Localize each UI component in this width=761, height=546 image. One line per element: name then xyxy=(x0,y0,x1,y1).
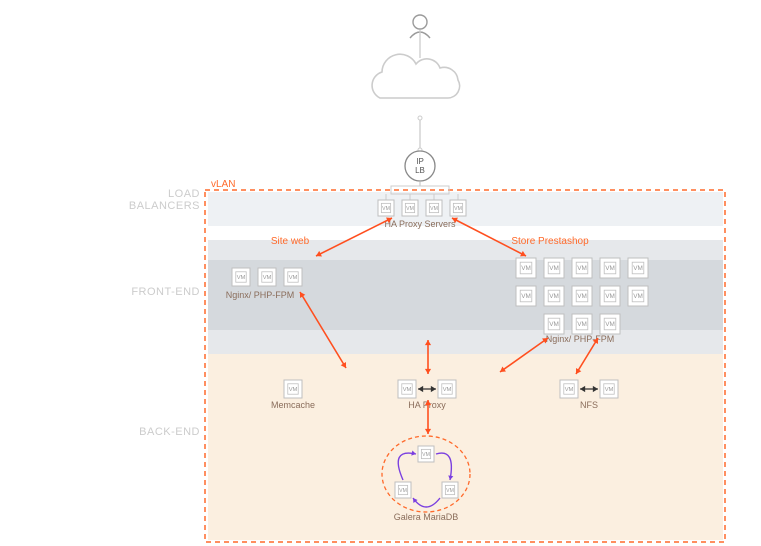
vm-label: VM xyxy=(289,387,298,393)
vm-box: VM xyxy=(544,286,564,306)
vm-label: VM xyxy=(406,206,414,212)
vm-box: VM xyxy=(600,314,620,334)
vm-label: VM xyxy=(454,206,462,212)
vm-box: VM xyxy=(572,258,592,278)
section-label: FRONT-END xyxy=(131,286,200,298)
vm-label: VM xyxy=(443,387,452,393)
vm-box: VM xyxy=(560,380,578,398)
vm-label: VM xyxy=(633,293,643,300)
vm-label: VM xyxy=(263,275,272,281)
vm-box: VM xyxy=(516,286,536,306)
vm-box: VM xyxy=(284,268,302,286)
vm-box: VM xyxy=(572,286,592,306)
vm-box: VM xyxy=(232,268,250,286)
vm-box: VM xyxy=(442,482,458,498)
vm-box: VM xyxy=(426,200,442,216)
iplb-label: LB xyxy=(415,166,425,175)
section-label: BACK-END xyxy=(139,426,200,438)
vm-label: VM xyxy=(422,452,430,458)
vm-label: VM xyxy=(521,293,531,300)
tier-label-feleft: Nginx/ PHP-FPM xyxy=(226,290,295,300)
vm-box: VM xyxy=(402,200,418,216)
vm-box: VM xyxy=(628,258,648,278)
fe-left-title: Site web xyxy=(271,236,310,247)
vm-box: VM xyxy=(418,446,434,462)
vm-box: VM xyxy=(258,268,276,286)
vm-label: VM xyxy=(382,206,390,212)
vm-label: VM xyxy=(605,321,615,328)
section-label: BALANCERS xyxy=(129,200,200,212)
vm-box: VM xyxy=(516,258,536,278)
vm-box: VM xyxy=(600,380,618,398)
vm-label: VM xyxy=(430,206,438,212)
vm-label: VM xyxy=(605,387,614,393)
vm-label: VM xyxy=(549,321,559,328)
tier-label-feright: Nginx/ PHP-FPM xyxy=(546,334,615,344)
vm-label: VM xyxy=(549,265,559,272)
vm-label: VM xyxy=(403,387,412,393)
vm-label: VM xyxy=(605,293,615,300)
vm-label: VM xyxy=(605,265,615,272)
vm-label: VM xyxy=(577,293,587,300)
vm-label: VM xyxy=(289,275,298,281)
vm-label: VM xyxy=(549,293,559,300)
vm-label: VM xyxy=(577,321,587,328)
vm-label: VM xyxy=(521,265,531,272)
fe-right-title: Store Prestashop xyxy=(511,236,589,247)
section-label: LOAD xyxy=(168,188,200,200)
vm-box: VM xyxy=(284,380,302,398)
vm-box: VM xyxy=(378,200,394,216)
vm-label: VM xyxy=(577,265,587,272)
vm-label: VM xyxy=(237,275,246,281)
vm-box: VM xyxy=(544,258,564,278)
tier-label-galera: Galera MariaDB xyxy=(394,512,459,522)
tier-label-memcache: Memcache xyxy=(271,400,315,410)
vm-box: VM xyxy=(600,258,620,278)
vm-box: VM xyxy=(438,380,456,398)
vm-label: VM xyxy=(633,265,643,272)
vm-label: VM xyxy=(399,488,407,494)
joint-dot xyxy=(418,116,422,120)
vm-box: VM xyxy=(395,482,411,498)
vm-box: VM xyxy=(572,314,592,334)
iplb-label: IP xyxy=(416,157,424,166)
vm-label: VM xyxy=(565,387,574,393)
vm-box: VM xyxy=(600,286,620,306)
tier-label-nfs: NFS xyxy=(580,400,598,410)
vm-box: VM xyxy=(398,380,416,398)
tier-label-lb: HA Proxy Servers xyxy=(384,219,456,229)
section-band xyxy=(208,330,723,354)
vm-box: VM xyxy=(450,200,466,216)
vm-box: VM xyxy=(628,286,648,306)
vlan-label: vLAN xyxy=(211,179,235,190)
vm-label: VM xyxy=(446,488,454,494)
vm-box: VM xyxy=(544,314,564,334)
